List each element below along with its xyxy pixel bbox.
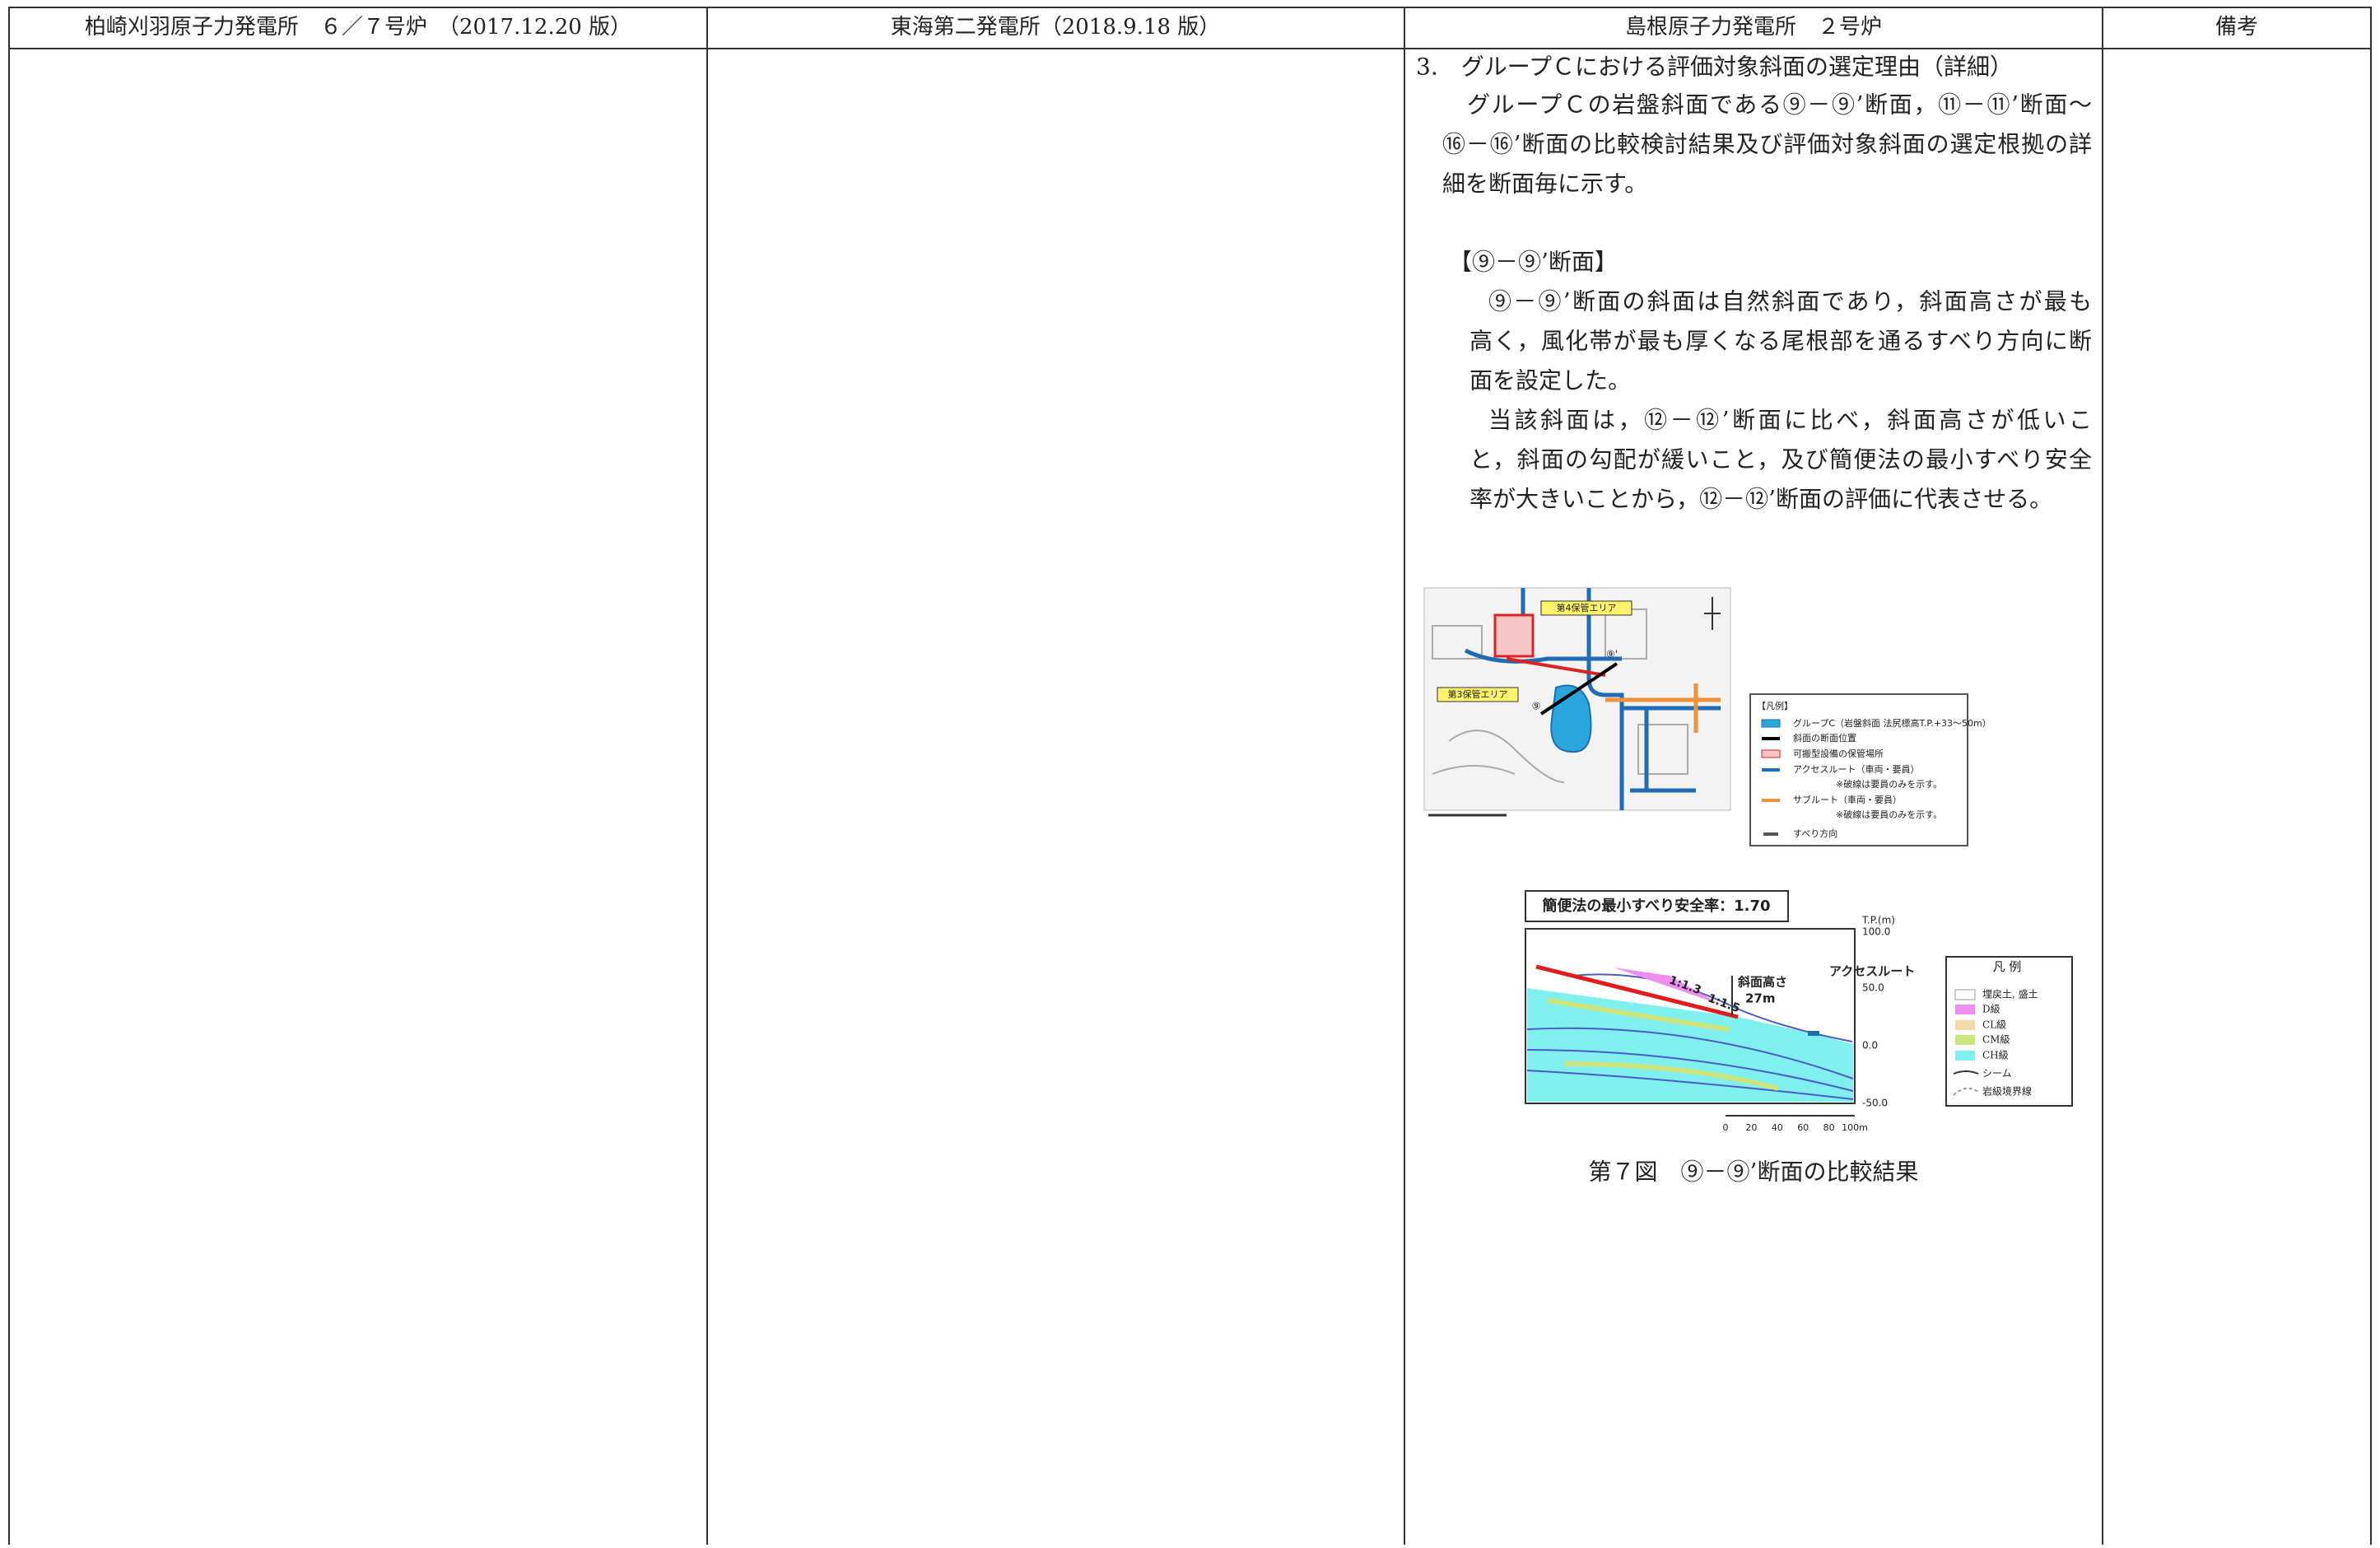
table-border (8, 7, 2372, 1548)
column-header: 備考 (2215, 15, 2258, 40)
column-header: 島根原子力発電所 ２号炉 (1625, 15, 1882, 40)
paragraph-line: と，斜面の勾配が緩いこと，及び簡便法の最小すべり安全 (1469, 446, 2092, 473)
scale-label: 40 (1772, 1122, 1783, 1133)
scale-label: 60 (1797, 1122, 1809, 1133)
legend-item: シーム (1982, 1068, 2012, 1079)
map-label: ⑨ (1532, 701, 1541, 712)
scale-label: 0 (1723, 1122, 1729, 1133)
legend-item: サブルート（車両・要員） (1793, 794, 1902, 805)
legend-item: ※破線は要員のみを示す。 (1836, 809, 1942, 820)
map-label: 第3保管エリア (1448, 688, 1508, 700)
paragraph-line: ⑨－⑨’断面の斜面は自然斜面であり，斜面高さが最も (1488, 288, 2092, 315)
legend-item: CH級 (1982, 1050, 2009, 1061)
legend-title: 凡 例 (1993, 959, 2022, 974)
section-label: 27m (1745, 991, 1776, 1006)
section-label: 斜面高さ (1737, 975, 1787, 990)
legend-item: アクセスルート（車両・要員） (1793, 763, 1919, 775)
paragraph-line: グループＣの岩盤斜面である⑨－⑨’断面，⑪－⑪’断面～ (1467, 91, 2092, 119)
legend-title: 【凡例】 (1757, 700, 1793, 711)
scale-label: 20 (1745, 1122, 1757, 1133)
column-header: 東海第二発電所（2018.9.18 版） (891, 15, 1221, 40)
scale-label: 100m (1842, 1122, 1868, 1133)
legend-item: 埋戻土, 盛土 (1982, 988, 2038, 1000)
subheading: 【⑨－⑨’断面】 (1449, 249, 1618, 276)
legend-item: 岩級境界線 (1982, 1085, 2032, 1098)
figure-caption: 第７図 ⑨－⑨’断面の比較結果 (1589, 1159, 1919, 1186)
axis-title: T.P.(m) (1861, 915, 1895, 926)
axis-tick-label: 100.0 (1862, 926, 1890, 938)
map-figure (1423, 587, 1968, 846)
legend-item: 斜面の断面位置 (1793, 732, 1856, 744)
legend-item: ※破線は要員のみを示す。 (1836, 778, 1942, 790)
legend-item: グループC（岩盤斜面 法尻標高T.P.+33〜50m） (1793, 717, 1991, 729)
scale-label: 80 (1823, 1122, 1835, 1133)
legend-item: CL級 (1982, 1019, 2006, 1031)
paragraph-line: 高く，風化帯が最も厚くなる尾根部を通るすべり方向に断 (1469, 328, 2092, 355)
paragraph-line: ⑯－⑯’断面の比較検討結果及び評価対象斜面の選定根拠の詳 (1442, 131, 2092, 158)
legend-item: すべり方向 (1793, 828, 1837, 839)
cross-section-figure (1525, 890, 2073, 1117)
map-label: 第4保管エリア (1557, 602, 1617, 613)
legend-item: 可搬型設備の保管場所 (1793, 748, 1884, 759)
column-header: 柏崎刈羽原子力発電所 ６／７号炉 （2017.12.20 版） (85, 15, 631, 40)
paragraph-line: 細を断面毎に示す。 (1442, 170, 1647, 198)
axis-tick-label: 0.0 (1862, 1040, 1878, 1051)
map-label: ⑨' (1606, 649, 1618, 660)
section-label: アクセスルート (1829, 964, 1915, 979)
paragraph-line: 面を設定した。 (1469, 367, 1631, 394)
axis-tick-label: -50.0 (1862, 1098, 1888, 1109)
figure-title: 簡便法の最小すべり安全率：1.70 (1542, 897, 1770, 915)
legend-item: CM級 (1982, 1034, 2010, 1046)
section-heading: 3. グループＣにおける評価対象斜面の選定理由（詳細） (1416, 54, 2013, 81)
legend-item: D級 (1982, 1004, 2000, 1015)
paragraph-line: 率が大きいことから，⑫－⑫’断面の評価に代表させる。 (1469, 486, 2052, 513)
axis-tick-label: 50.0 (1862, 982, 1884, 994)
paragraph-line: 当該斜面は，⑫－⑫’断面に比べ，斜面高さが低いこ (1488, 407, 2092, 434)
